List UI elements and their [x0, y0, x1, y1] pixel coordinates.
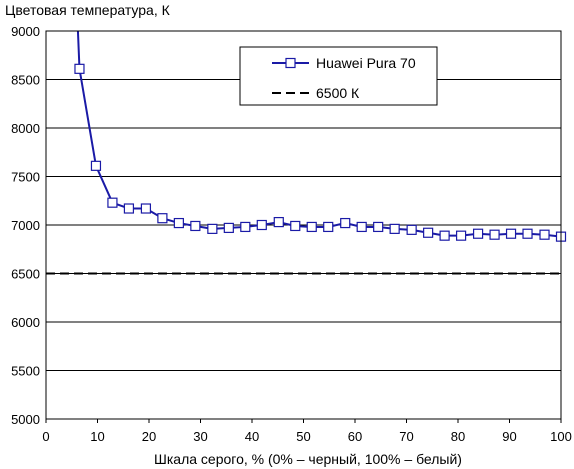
- data-point-huawei-pura-70: [207, 223, 218, 234]
- x-tick-labels: 0 10 20 30 40 50 60 70 80 90 100: [42, 419, 572, 444]
- data-point-huawei-pura-70: [406, 224, 417, 235]
- data-point-huawei-pura-70: [140, 203, 152, 214]
- legend-box: [239, 46, 438, 106]
- data-point-huawei-pura-70: [356, 221, 367, 233]
- x-tick-label: 60: [348, 429, 362, 444]
- data-point-huawei-pura-70: [123, 203, 135, 214]
- data-point-huawei-pura-70: [273, 216, 284, 228]
- y-tick-label: 7000: [11, 218, 40, 233]
- data-point-huawei-pura-70: [472, 228, 484, 239]
- data-point-huawei-pura-70: [423, 227, 434, 238]
- data-point-huawei-pura-70: [107, 197, 118, 208]
- x-tick-label: 90: [502, 429, 516, 444]
- data-point-huawei-pura-70: [157, 213, 168, 224]
- data-point-huawei-pura-70: [306, 221, 317, 233]
- legend-label-6500k: 6500 К: [316, 85, 360, 101]
- y-axis-title: Цветовая температура, К: [5, 2, 171, 18]
- data-point-huawei-pura-70: [74, 63, 85, 74]
- data-point-huawei-pura-70: [240, 221, 251, 233]
- data-point-huawei-pura-70: [505, 228, 517, 239]
- data-point-huawei-pura-70: [323, 221, 334, 233]
- y-tick-labels: 5000 5500 6000 6500 7000 7500 8000 8500 9000: [11, 24, 40, 427]
- data-point-huawei-pura-70: [539, 229, 550, 240]
- data-point-huawei-pura-70: [489, 229, 500, 240]
- y-tick-label: 5500: [11, 364, 40, 379]
- y-tick-label: 8000: [11, 121, 40, 136]
- data-point-huawei-pura-70: [439, 230, 450, 241]
- data-point-huawei-pura-70: [223, 222, 234, 234]
- y-tick-label: 5000: [11, 412, 40, 427]
- x-tick-label: 70: [399, 429, 413, 444]
- x-tick-label: 80: [451, 429, 465, 444]
- x-tick-label: 30: [193, 429, 207, 444]
- data-point-huawei-pura-70: [455, 230, 467, 241]
- data-point-huawei-pura-70: [173, 217, 184, 229]
- x-tick-label: 100: [550, 429, 572, 444]
- x-tick-label: 50: [296, 429, 310, 444]
- data-point-huawei-pura-70: [522, 228, 533, 239]
- y-tick-label: 6000: [11, 315, 40, 330]
- legend-marker-huawei: [285, 57, 296, 69]
- y-tick-label: 9000: [11, 24, 40, 39]
- data-point-huawei-pura-70: [389, 223, 400, 234]
- x-tick-label: 20: [142, 429, 156, 444]
- legend-label-huawei: Huawei Pura 70: [316, 55, 416, 71]
- legend: Huawei Pura 70 6500 К: [239, 46, 438, 106]
- x-tick-label: 10: [90, 429, 104, 444]
- x-tick-label: 0: [42, 429, 49, 444]
- data-point-huawei-pura-70: [373, 221, 384, 233]
- x-axis-title: Шкала серого, % (0% – черный, 100% – бел…: [154, 451, 462, 467]
- data-point-huawei-pura-70: [190, 220, 201, 232]
- y-tick-label: 7500: [11, 170, 40, 185]
- y-tick-label: 8500: [11, 73, 40, 88]
- y-tick-label: 6500: [11, 267, 40, 282]
- data-point-huawei-pura-70: [256, 219, 267, 231]
- data-point-huawei-pura-70: [340, 217, 351, 229]
- data-point-huawei-pura-70: [90, 160, 102, 171]
- x-tick-label: 40: [245, 429, 259, 444]
- data-point-huawei-pura-70: [290, 220, 301, 232]
